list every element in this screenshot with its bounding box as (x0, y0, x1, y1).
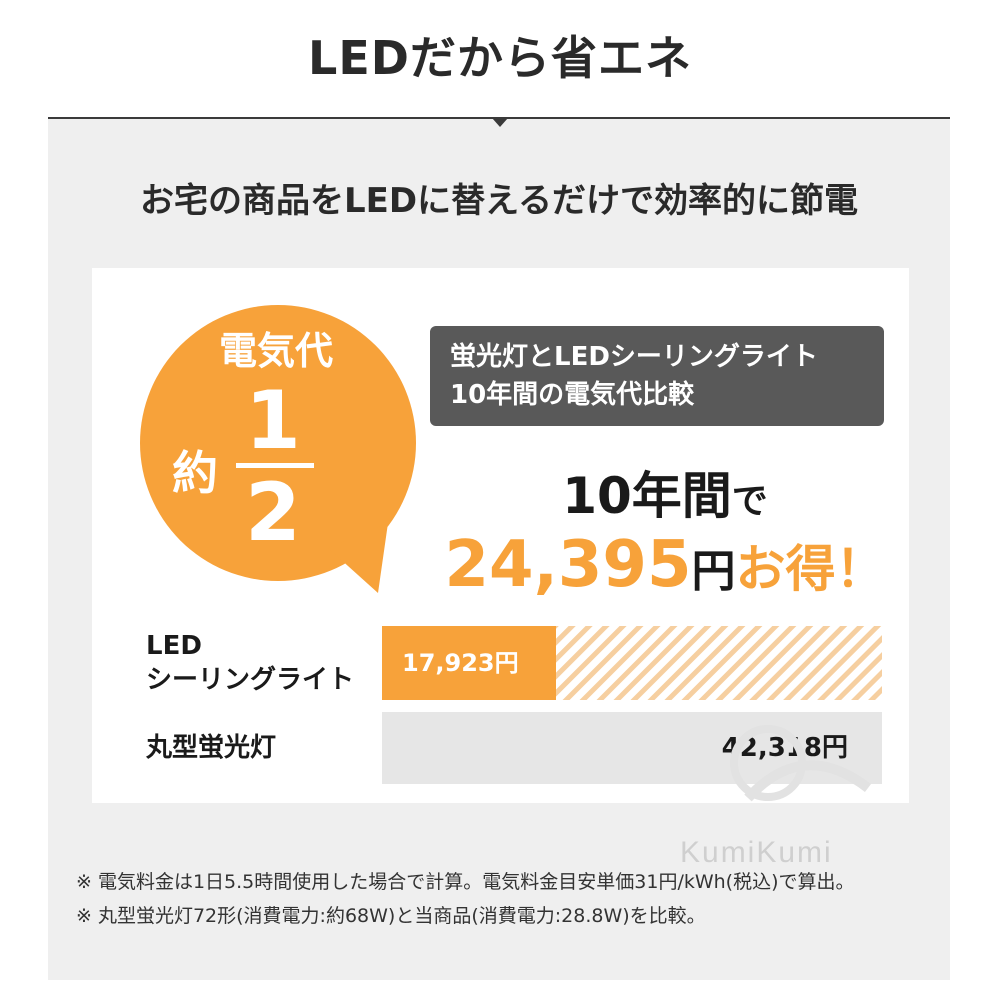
badge-numerator: 1 (245, 374, 301, 467)
savings-yen: 円 (691, 546, 736, 597)
savings-amount: 24,395 (444, 528, 692, 602)
fraction-bar (236, 463, 314, 468)
fluorescent-label: 丸型蛍光灯 (146, 733, 277, 763)
savings-otoku: お得！ (735, 540, 886, 598)
years-headline: 10年間で (430, 456, 900, 526)
led-label-line2: シーリングライト (146, 665, 355, 695)
speech-bubble-badge (140, 305, 416, 593)
footnote-2: ※ 丸型蛍光灯72形(消費電力:約68W)と当商品(消費電力:28.8W)を比較… (76, 905, 706, 927)
subtitle: お宅の商品をLEDに替えるだけで効率的に節電 (139, 181, 859, 221)
page-title: LEDだから省エネ (308, 31, 692, 85)
footnote-1: ※ 電気料金は1日5.5時間使用した場合で計算。電気料金目安単価31円/kWh(… (76, 871, 855, 893)
divider-notch (492, 118, 508, 127)
led-bar-fill (382, 626, 556, 700)
years-text: 10年間 (562, 467, 732, 525)
comparison-label-box: 蛍光灯とLEDシーリングライト 10年間の電気代比較 (430, 326, 884, 426)
badge-label: 電気代 (218, 329, 333, 373)
watermark-logo-icon (730, 725, 872, 802)
comparison-label-line1: 蛍光灯とLEDシーリングライト (450, 342, 818, 372)
led-bar-value: 17,923円 (402, 649, 519, 677)
savings-headline: 24,395円お得！ (420, 528, 910, 608)
badge-prefix: 約 (172, 446, 218, 500)
watermark-text: KumiKumi (680, 836, 833, 869)
badge-denominator: 2 (245, 466, 301, 559)
de-text: で (731, 481, 768, 522)
led-label-line1: LED (146, 631, 202, 661)
comparison-label-line2: 10年間の電気代比較 (450, 380, 695, 410)
